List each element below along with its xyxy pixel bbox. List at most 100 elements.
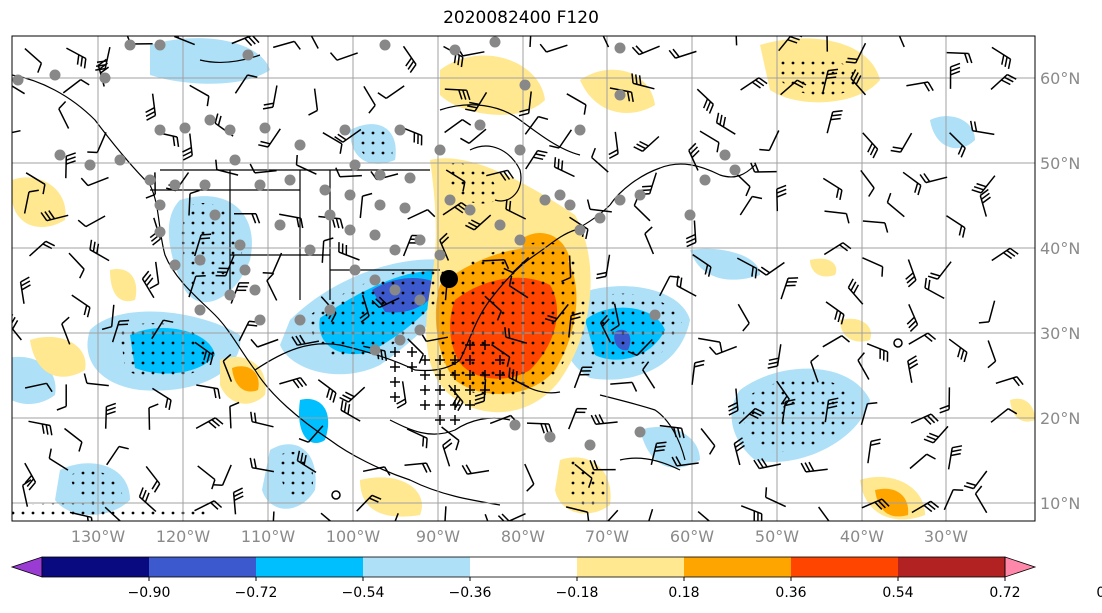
wind-barb <box>335 167 362 178</box>
wind-barb <box>909 453 936 470</box>
wind-barb <box>867 438 881 464</box>
station-marker <box>729 164 741 176</box>
station-marker <box>99 72 111 84</box>
wind-barb <box>296 450 317 474</box>
wind-barb <box>949 62 961 89</box>
station-marker <box>649 309 661 321</box>
station-marker <box>389 244 401 256</box>
station-marker <box>12 74 24 86</box>
station-marker <box>434 249 446 261</box>
station-marker <box>489 36 501 48</box>
wind-barb <box>359 192 373 219</box>
wind-barb <box>974 485 988 514</box>
wind-barb <box>890 132 913 153</box>
wind-barb <box>12 129 21 134</box>
wind-barb <box>963 470 988 490</box>
wind-barb <box>25 172 46 195</box>
station-marker <box>369 344 381 356</box>
stipple-region <box>445 163 499 204</box>
wind-barb <box>566 93 587 115</box>
wind-barb <box>262 85 278 110</box>
wind-barb <box>668 48 697 59</box>
lon-label: 110°W <box>241 527 296 546</box>
wind-barb <box>62 78 90 94</box>
lon-label: 130°W <box>71 527 126 546</box>
wind-barb <box>924 277 945 300</box>
station-marker <box>509 419 521 431</box>
wind-barb <box>24 382 53 393</box>
plus-marker <box>390 392 400 402</box>
station-marker <box>239 264 251 276</box>
wind-barb <box>696 88 714 114</box>
station-marker <box>684 209 696 221</box>
station-marker <box>519 79 531 91</box>
wind-barb <box>101 304 115 331</box>
anomaly-region-pos <box>1010 398 1035 422</box>
wind-barb <box>250 338 279 348</box>
wind-barb <box>215 159 239 176</box>
wind-barb <box>295 154 317 175</box>
wind-barb <box>927 261 952 280</box>
wind-barb <box>482 258 510 270</box>
wind-barb <box>862 132 879 159</box>
colorbar-segment <box>791 557 898 577</box>
lat-label: 60°N <box>1040 69 1080 88</box>
station-marker <box>719 149 731 161</box>
wind-barb <box>69 511 93 521</box>
wind-barb <box>939 387 951 414</box>
lon-label: 80°W <box>501 527 545 546</box>
wind-barb <box>272 511 275 521</box>
wind-barb <box>764 487 787 508</box>
wind-barb <box>943 488 964 511</box>
wind-barb <box>740 505 763 521</box>
station-marker <box>199 179 211 191</box>
wind-barb <box>524 463 535 492</box>
station-marker <box>242 49 254 61</box>
wind-barb <box>83 373 109 387</box>
wind-barb <box>258 128 281 148</box>
wind-barb <box>65 152 76 179</box>
wind-barb <box>599 314 612 343</box>
station-marker <box>344 189 356 201</box>
plus-marker <box>450 415 460 425</box>
open-circle-marker <box>893 338 903 348</box>
colorbar-segment <box>470 557 577 577</box>
wind-barb <box>822 68 839 93</box>
wind-barb <box>329 52 358 61</box>
wind-barb <box>590 147 609 173</box>
wind-barb <box>825 301 845 325</box>
wind-barb <box>48 448 69 471</box>
station-marker <box>464 204 476 216</box>
station-marker <box>544 431 556 443</box>
anomaly-region-pos <box>440 55 545 115</box>
plus-marker <box>390 377 400 387</box>
wind-barb <box>987 340 997 369</box>
open-circle-marker <box>331 490 341 500</box>
wind-barb <box>77 215 106 228</box>
latitude-labels: 60°N 50°N 40°N 30°N 20°N 10°N <box>1040 69 1080 513</box>
wind-barb <box>66 47 87 69</box>
station-marker <box>564 199 576 211</box>
wind-barb <box>990 408 1018 423</box>
wind-barb <box>850 69 867 96</box>
wind-barb <box>504 327 528 344</box>
colorbar-tick-label: 0.90 <box>1096 585 1102 601</box>
wind-barb <box>28 240 56 257</box>
station-marker <box>294 139 306 151</box>
wind-barb <box>736 257 758 279</box>
wind-barb <box>87 132 107 154</box>
station-marker <box>374 169 386 181</box>
wind-barb <box>222 353 233 382</box>
wind-barb <box>279 213 304 229</box>
wind-barb <box>249 163 277 174</box>
station-marker <box>254 314 266 326</box>
wind-barb <box>905 259 917 288</box>
plus-marker <box>407 347 417 357</box>
station-marker <box>444 194 456 206</box>
wind-barb <box>822 335 850 348</box>
colorbar-tick-label: 0.54 <box>882 585 913 601</box>
wind-barb <box>919 173 948 184</box>
wind-barb <box>334 128 362 143</box>
wind-barb <box>906 304 919 332</box>
station-marker <box>449 44 461 56</box>
